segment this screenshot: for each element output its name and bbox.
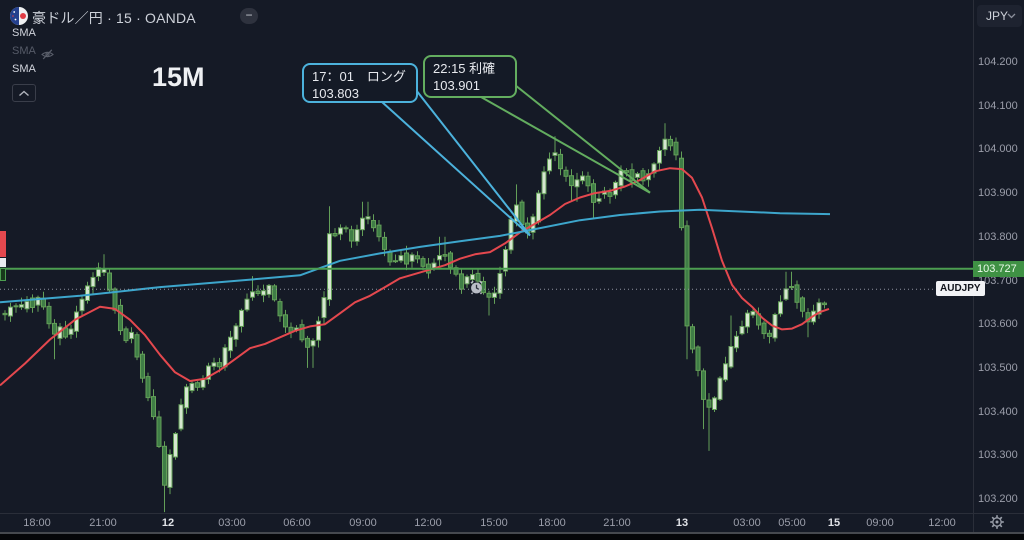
time-axis[interactable]: 18:00 21:00 12 03:00 06:00 09:00 12:00 15:00 18:… [0,513,1024,533]
symbol-price-chip: AUDJPY [936,281,985,296]
alarm-clock-icon[interactable] [469,280,484,300]
audjpy-flag-icon [10,7,28,30]
entry-callout-line1: 17：01 ロング [312,69,406,84]
axis-settings-gear-icon[interactable] [989,514,1005,535]
hline-price-badge: 103.727 [973,261,1024,277]
price-axis-label: 103.400 [978,406,1018,418]
entry-callout-price: 103.803 [312,86,359,101]
time-axis-label: 21:00 [603,517,631,529]
entry-callout[interactable]: 17：01 ロング 103.803 [302,63,418,103]
price-axis-label: 103.800 [978,231,1018,243]
take-profit-callout[interactable]: 22:15 利確 103.901 [423,55,517,98]
collapse-symbol-button[interactable]: − [240,8,258,24]
price-axis-label: 103.600 [978,318,1018,330]
indicator-sma-3[interactable]: SMA [12,63,36,75]
price-axis-label: 104.200 [978,56,1018,68]
time-axis-label: 12 [161,517,175,529]
currency-label: JPY [986,9,1009,23]
take-profit-callout-price: 103.901 [433,78,480,93]
time-axis-label: 05:00 [778,517,806,529]
price-axis-label: 103.700 [978,275,1018,287]
currency-dropdown[interactable]: JPY [977,5,1022,27]
price-axis-label: 103.200 [978,493,1018,505]
price-axis-label: 104.100 [978,100,1018,112]
indicator-sma-2[interactable]: SMA [12,45,36,57]
price-label-stub [0,258,6,267]
time-axis-label: 18:00 [538,517,566,529]
time-axis-label: 03:00 [733,517,761,529]
time-axis-label: 09:00 [866,517,894,529]
time-axis-label: 12:00 [928,517,956,529]
time-axis-label: 18:00 [23,517,51,529]
symbol-title[interactable]: 豪ドル／円 · 15 · OANDA [32,10,196,26]
chevron-down-icon [1007,13,1016,19]
take-profit-callout-line1: 22:15 利確 [433,61,496,76]
time-axis-label: 21:00 [89,517,117,529]
chevron-up-icon [19,90,29,96]
price-axis-label: 104.000 [978,143,1018,155]
price-label-stub [0,231,6,257]
eye-off-icon[interactable] [41,47,54,65]
time-axis-label: 09:00 [349,517,377,529]
price-label-stub [0,268,6,281]
price-axis-label: 103.500 [978,362,1018,374]
time-axis-label: 15:00 [480,517,508,529]
legend-collapse-button[interactable] [12,84,36,102]
timeframe-watermark: 15M [152,62,205,92]
time-axis-label: 06:00 [283,517,311,529]
time-axis-label: 03:00 [218,517,246,529]
time-axis-label: 12:00 [414,517,442,529]
bottom-strip [0,534,1024,540]
price-axis-label: 103.900 [978,187,1018,199]
indicator-sma-1[interactable]: SMA [12,27,36,39]
time-axis-label: 13 [675,517,689,529]
time-axis-label: 15 [827,517,841,529]
price-axis-label: 103.300 [978,449,1018,461]
window-bottom-edge [0,532,1024,534]
